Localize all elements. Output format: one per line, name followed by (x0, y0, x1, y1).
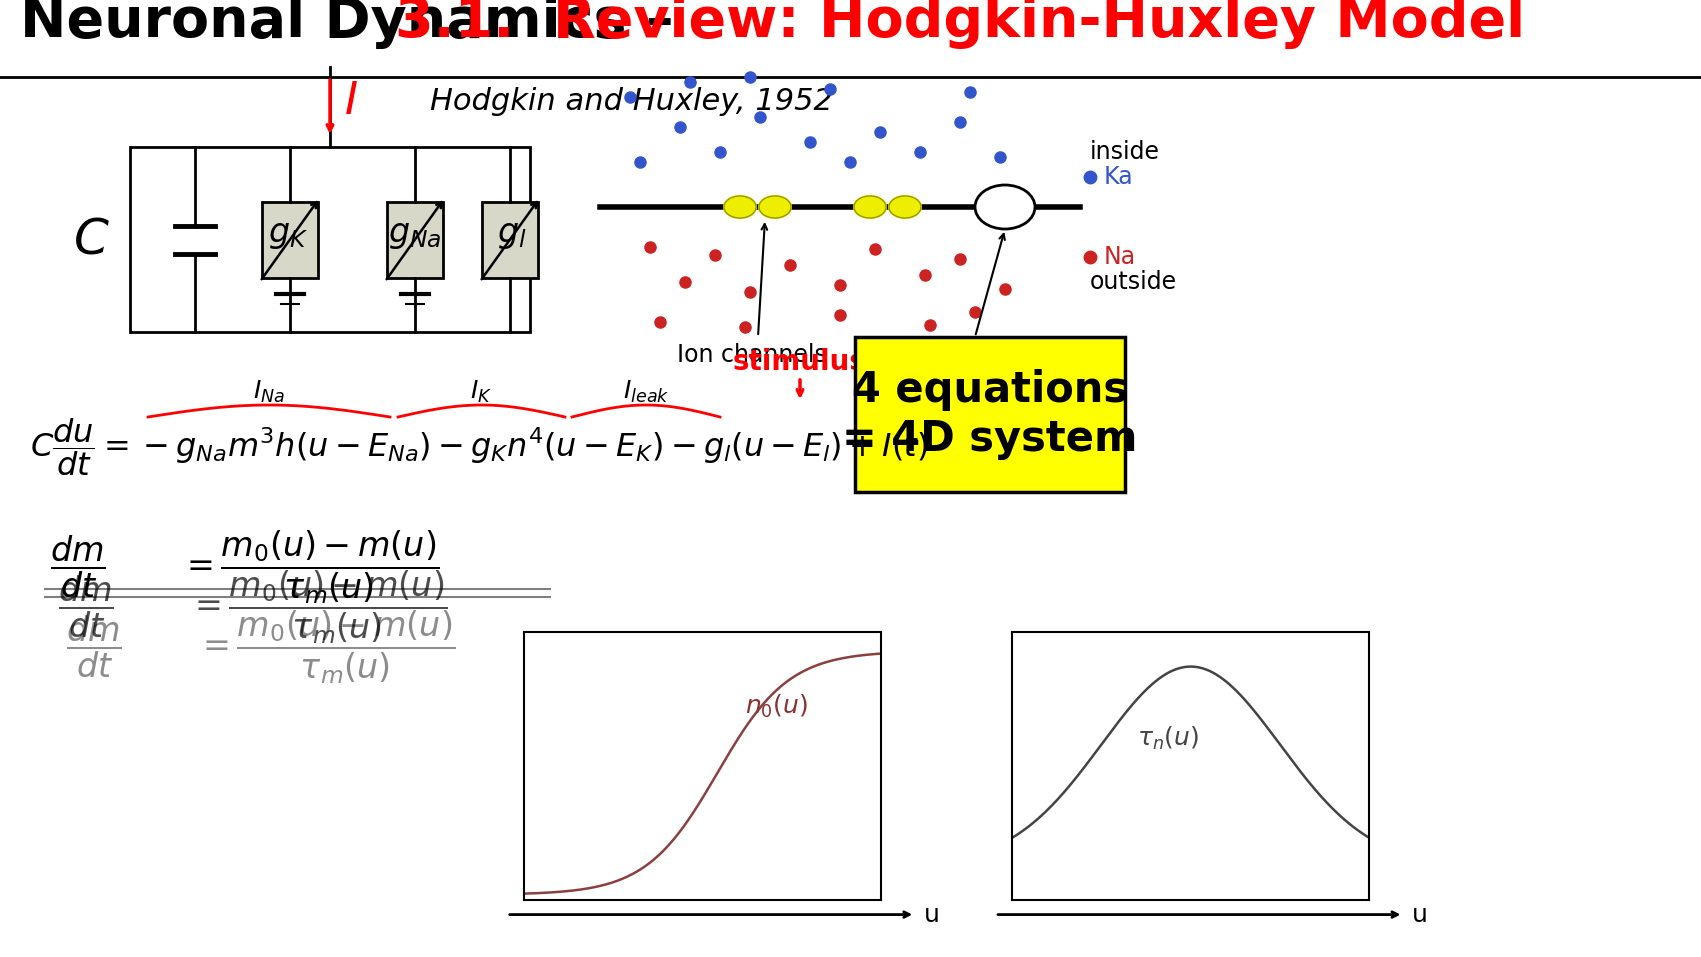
Text: $\dfrac{dm}{dt}$: $\dfrac{dm}{dt}$ (58, 574, 114, 640)
Text: $I_K$: $I_K$ (471, 379, 493, 405)
Text: $g_K$: $g_K$ (269, 218, 308, 251)
Text: outside: outside (1090, 270, 1177, 294)
Text: Neuronal Dynamics –: Neuronal Dynamics – (20, 0, 713, 49)
Text: 3.1.  Review: Hodgkin-Huxley Model: 3.1. Review: Hodgkin-Huxley Model (395, 0, 1526, 49)
Ellipse shape (975, 185, 1034, 229)
Ellipse shape (759, 196, 791, 218)
Text: $I$: $I$ (344, 80, 357, 123)
Ellipse shape (725, 196, 755, 218)
Bar (388, 202, 442, 278)
Ellipse shape (854, 196, 886, 218)
Bar (481, 202, 538, 278)
Bar (129, 147, 531, 332)
Text: Hodgkin and Huxley, 1952: Hodgkin and Huxley, 1952 (430, 87, 833, 117)
Text: $= \dfrac{m_0(u) - m(u)}{\tau_m(u)}$: $= \dfrac{m_0(u) - m(u)}{\tau_m(u)}$ (180, 528, 439, 606)
Text: $\tau_n(u)$: $\tau_n(u)$ (1136, 725, 1199, 752)
Text: u: u (924, 902, 939, 926)
Text: $I_{Na}$: $I_{Na}$ (253, 379, 286, 405)
Text: $n_0(u)$: $n_0(u)$ (745, 693, 808, 721)
Text: stimulus: stimulus (733, 348, 868, 376)
Text: $\dfrac{dm}{dt}$: $\dfrac{dm}{dt}$ (66, 613, 122, 680)
Text: $C$: $C$ (73, 215, 111, 263)
Text: inside: inside (1090, 140, 1160, 164)
Text: 4 equations
= 4D system: 4 equations = 4D system (842, 369, 1138, 459)
Text: Ion pump: Ion pump (895, 343, 1005, 367)
Ellipse shape (890, 196, 920, 218)
Text: $I_{leak}$: $I_{leak}$ (623, 379, 668, 405)
Text: $g_{Na}$: $g_{Na}$ (388, 218, 442, 251)
Text: u: u (1412, 902, 1427, 926)
Text: $= \dfrac{m_0(u) - m(u)}{\tau_m(u)}$: $= \dfrac{m_0(u) - m(u)}{\tau_m(u)}$ (189, 568, 447, 646)
Text: Ka: Ka (1104, 165, 1133, 189)
Text: $g_l$: $g_l$ (497, 218, 527, 251)
Text: $\dfrac{dm}{dt}$: $\dfrac{dm}{dt}$ (49, 534, 105, 600)
Bar (262, 202, 318, 278)
Bar (856, 337, 1124, 492)
Text: Ion channels: Ion channels (677, 343, 827, 367)
Text: $= \dfrac{m_0(u) - m(u)}{\tau_m(u)}$: $= \dfrac{m_0(u) - m(u)}{\tau_m(u)}$ (196, 608, 456, 686)
Text: Na: Na (1104, 245, 1136, 269)
Text: $C\dfrac{du}{dt} = -g_{Na}m^3h(u-E_{Na}) - g_K n^4(u-E_K) - g_l(u-E_l) + I(t)$: $C\dfrac{du}{dt} = -g_{Na}m^3h(u-E_{Na})… (31, 416, 927, 478)
